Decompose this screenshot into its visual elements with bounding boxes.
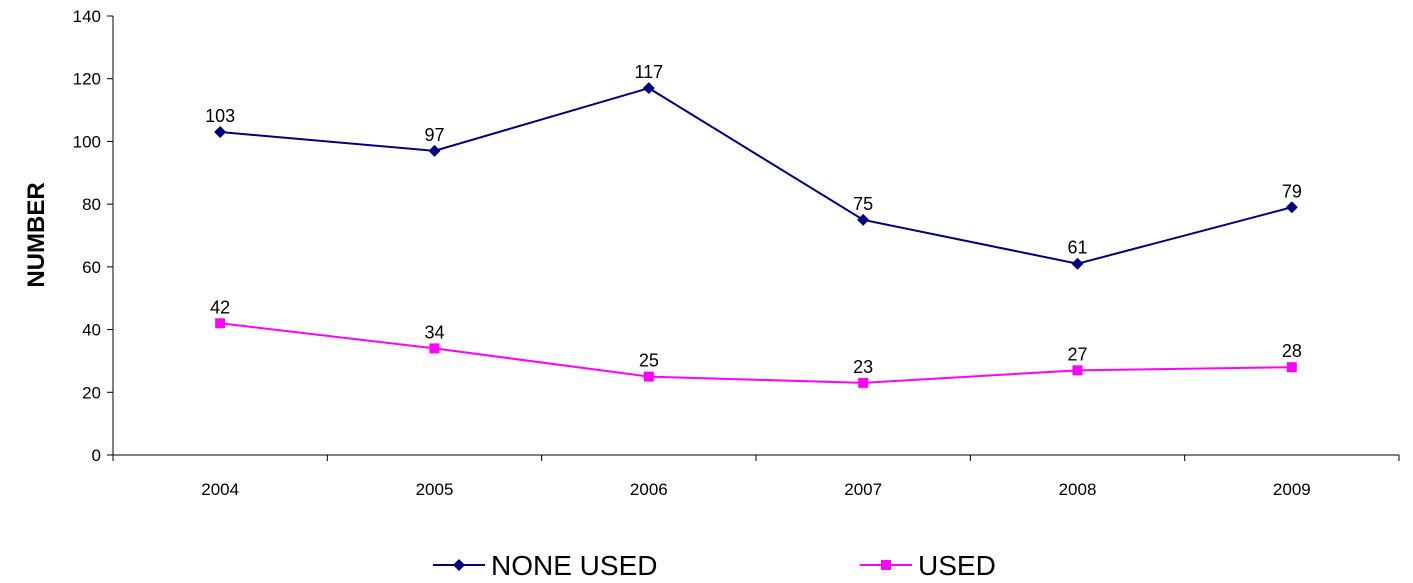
data-point (1071, 257, 1084, 270)
data-label: 23 (853, 357, 873, 377)
data-label: 27 (1067, 344, 1087, 364)
data-label: 97 (424, 125, 444, 145)
series-none-used: 103 97 117 75 61 79 (205, 62, 1302, 270)
x-tick-label: 2005 (416, 480, 454, 499)
data-label: 61 (1067, 238, 1087, 258)
series-used: 42 34 25 23 27 28 (210, 297, 1302, 388)
x-tick-label: 2009 (1273, 480, 1311, 499)
series-line (220, 322, 1292, 384)
data-label: 75 (853, 194, 873, 214)
data-point (1072, 365, 1083, 376)
y-tick-label: 140 (73, 7, 101, 26)
legend-label: NONE USED (491, 550, 657, 581)
data-label: 25 (639, 351, 659, 371)
data-label: 103 (205, 106, 235, 126)
legend-item: USED (860, 550, 996, 581)
y-axis-title: NUMBER (23, 182, 50, 287)
x-tick-label: 2007 (844, 480, 882, 499)
y-tick-label: 100 (73, 132, 101, 151)
data-point (428, 144, 441, 157)
data-label: 42 (210, 297, 230, 317)
y-tick-label: 40 (82, 321, 101, 340)
y-tick-label: 120 (73, 70, 101, 89)
x-tick-label: 2004 (201, 480, 239, 499)
data-point (214, 126, 227, 139)
axes: 0 20 40 60 80 100 120 140 2004 2005 2006 2007 2008 20… (73, 7, 1400, 499)
data-point (857, 213, 870, 226)
legend-label: USED (918, 550, 996, 581)
y-tick-label: 20 (82, 383, 101, 402)
data-label: 34 (424, 322, 444, 342)
data-point (642, 82, 655, 95)
data-point (215, 318, 226, 329)
x-tick-label: 2008 (1059, 480, 1097, 499)
series-layer: 103 97 117 75 61 79 42 34 25 23 27 28 (205, 62, 1302, 388)
data-point (429, 343, 440, 354)
data-label: 79 (1282, 181, 1302, 201)
y-tick-label: 0 (92, 446, 101, 465)
legend-swatch-marker (453, 559, 465, 571)
y-tick-label: 60 (82, 258, 101, 277)
data-label: 28 (1282, 341, 1302, 361)
legend-swatch-marker (881, 560, 891, 570)
series-line (220, 87, 1293, 265)
data-label: 117 (634, 62, 663, 82)
data-point (643, 371, 654, 382)
y-tick-label: 80 (82, 195, 101, 214)
data-point (1285, 201, 1298, 214)
legend: NONE USED USED (433, 550, 996, 581)
data-point (858, 377, 869, 388)
legend-item: NONE USED (433, 550, 657, 581)
x-tick-label: 2006 (630, 480, 668, 499)
data-point (1286, 362, 1297, 373)
